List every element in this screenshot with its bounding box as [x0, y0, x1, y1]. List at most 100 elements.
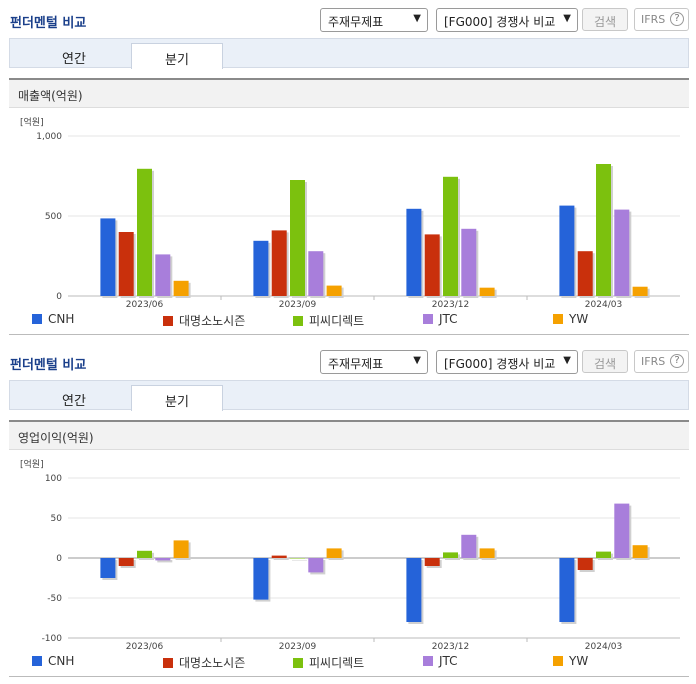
legend-item[interactable]: 대명소노시즌	[163, 654, 245, 671]
tab-quarterly[interactable]: 분기	[131, 43, 223, 69]
bar	[253, 558, 269, 600]
legend-item[interactable]: CNH	[32, 312, 74, 326]
x-tick-label: 2023/12	[432, 300, 469, 310]
search-button[interactable]: 검색	[582, 350, 628, 373]
bar	[406, 558, 422, 622]
legend-label: CNH	[48, 654, 75, 668]
period-tabs: 연간 분기	[9, 38, 689, 69]
statement-type-select[interactable]: 주재무제표 ▼	[320, 8, 428, 32]
bar	[118, 232, 134, 296]
bar	[308, 251, 324, 296]
divider	[9, 334, 689, 335]
ifrs-label: IFRS	[641, 13, 666, 26]
bar-shadow	[273, 557, 289, 560]
legend-swatch	[423, 656, 433, 666]
legend-item[interactable]: JTC	[423, 654, 458, 668]
bar	[173, 540, 189, 558]
chart-legend: CNH 대명소노시즌 피씨디렉트 JTC YW	[0, 312, 696, 328]
legend-item[interactable]: YW	[553, 312, 588, 326]
bar	[424, 558, 440, 566]
legend-label: YW	[569, 312, 589, 326]
legend-item[interactable]: YW	[553, 654, 588, 668]
bar	[443, 552, 458, 558]
bar	[308, 558, 324, 573]
legend-label: 피씨디렉트	[309, 656, 365, 670]
unit-label: [억원]	[20, 458, 44, 470]
revenue-bar-chart: [억원] 0 500 1,000 2023/06 2023/09 2023/12 2024/0…	[20, 116, 680, 310]
tab-quarterly[interactable]: 분기	[131, 385, 223, 411]
legend-item[interactable]: JTC	[423, 312, 458, 326]
y-tick-label: 1,000	[36, 132, 62, 142]
divider	[9, 676, 689, 677]
legend-swatch	[163, 658, 173, 668]
legend-swatch	[553, 314, 563, 324]
bar	[443, 176, 458, 296]
legend-label: 피씨디렉트	[309, 314, 365, 328]
legend-label: 대명소노시즌	[179, 656, 246, 670]
bar	[461, 228, 477, 296]
bar	[137, 550, 152, 558]
bar	[155, 558, 171, 561]
x-tick-label: 2023/09	[279, 642, 317, 652]
legend-label: YW	[569, 654, 589, 668]
bar	[118, 558, 134, 566]
legend-swatch	[32, 314, 42, 324]
chevron-down-icon: ▼	[413, 13, 421, 24]
unit-label: [억원]	[20, 116, 44, 128]
tab-annual[interactable]: 연간	[62, 394, 86, 409]
bar	[614, 209, 630, 296]
bar	[632, 286, 648, 296]
legend-swatch	[553, 656, 563, 666]
bar-shadow	[292, 560, 307, 561]
statement-type-select[interactable]: 주재무제표 ▼	[320, 350, 428, 374]
peer-group-select[interactable]: [FG000] 경쟁사 비교 ▼	[436, 8, 578, 32]
peer-group-value: [FG000] 경쟁사 비교	[444, 15, 556, 29]
bar	[173, 280, 189, 296]
panel-header: 펀더멘털 비교 주재무제표 ▼ [FG000] 경쟁사 비교 ▼ 검색 IFRS…	[0, 342, 696, 380]
x-tick-label: 2023/12	[432, 642, 469, 652]
bar	[424, 234, 440, 296]
ifrs-button[interactable]: IFRS ?	[634, 350, 689, 373]
help-icon[interactable]: ?	[670, 12, 684, 26]
panel-title: 펀더멘털 비교	[10, 358, 87, 373]
bar	[577, 558, 593, 570]
y-tick-label: -50	[47, 594, 62, 604]
x-tick-label: 2023/06	[126, 642, 164, 652]
bar	[290, 558, 305, 559]
legend-item[interactable]: 대명소노시즌	[163, 312, 245, 329]
section-title: 영업이익(억원)	[18, 431, 94, 445]
chevron-down-icon: ▼	[563, 355, 571, 366]
help-icon[interactable]: ?	[670, 354, 684, 368]
legend-swatch	[423, 314, 433, 324]
x-tick-label: 2024/03	[585, 300, 622, 310]
operating-profit-bar-chart: [억원] -100 -50 0 50 100 2023/06 2023/09 2023/12 20…	[20, 458, 680, 652]
bar	[632, 545, 648, 558]
legend-item[interactable]: 피씨디렉트	[293, 312, 364, 329]
y-tick-label: -100	[42, 634, 63, 644]
legend-swatch	[32, 656, 42, 666]
bar	[614, 503, 630, 558]
bar	[596, 164, 611, 296]
panel-title: 펀더멘털 비교	[10, 16, 87, 31]
legend-label: CNH	[48, 312, 75, 326]
y-tick-label: 500	[45, 212, 62, 222]
bar-shadow	[157, 560, 173, 563]
bar	[290, 180, 305, 296]
y-tick-label: 0	[56, 292, 62, 302]
bar	[100, 558, 116, 578]
legend-item[interactable]: 피씨디렉트	[293, 654, 364, 671]
bar	[155, 254, 171, 296]
peer-group-select[interactable]: [FG000] 경쟁사 비교 ▼	[436, 350, 578, 374]
search-button[interactable]: 검색	[582, 8, 628, 31]
bar	[271, 555, 287, 558]
tab-annual[interactable]: 연간	[62, 52, 86, 67]
chart-legend: CNH 대명소노시즌 피씨디렉트 JTC YW	[0, 654, 696, 670]
x-tick-label: 2023/06	[126, 300, 164, 310]
legend-item[interactable]: CNH	[32, 654, 74, 668]
y-tick-label: 100	[45, 474, 62, 484]
bar	[559, 205, 575, 296]
panel-header: 펀더멘털 비교 주재무제표 ▼ [FG000] 경쟁사 비교 ▼ 검색 IFRS…	[0, 0, 696, 38]
ifrs-button[interactable]: IFRS ?	[634, 8, 689, 31]
section-header: 영업이익(억원)	[9, 420, 689, 450]
bar	[577, 251, 593, 296]
